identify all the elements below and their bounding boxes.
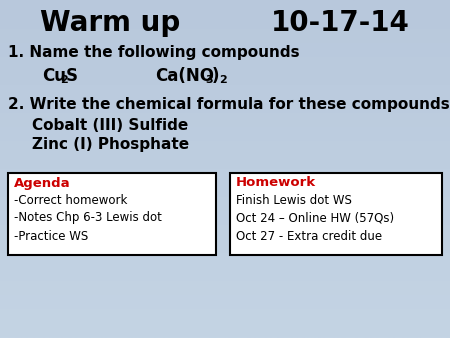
FancyBboxPatch shape <box>230 173 442 255</box>
Text: Finish Lewis dot WS: Finish Lewis dot WS <box>236 193 352 207</box>
Text: Oct 24 – Online HW (57Qs): Oct 24 – Online HW (57Qs) <box>236 212 394 224</box>
Text: -Notes Chp 6-3 Lewis dot: -Notes Chp 6-3 Lewis dot <box>14 212 162 224</box>
FancyBboxPatch shape <box>8 173 216 255</box>
Text: 1. Name the following compounds: 1. Name the following compounds <box>8 45 300 59</box>
Text: Cobalt (III) Sulfide: Cobalt (III) Sulfide <box>32 119 188 134</box>
Text: 3: 3 <box>205 75 212 85</box>
Text: Homework: Homework <box>236 176 316 190</box>
Text: Agenda: Agenda <box>14 176 71 190</box>
Text: Cu: Cu <box>42 67 66 85</box>
Text: -Practice WS: -Practice WS <box>14 230 88 242</box>
Text: Oct 27 - Extra credit due: Oct 27 - Extra credit due <box>236 230 382 242</box>
Text: 2. Write the chemical formula for these compounds: 2. Write the chemical formula for these … <box>8 97 450 112</box>
Text: 2: 2 <box>219 75 227 85</box>
Text: Zinc (I) Phosphate: Zinc (I) Phosphate <box>32 138 189 152</box>
Text: Warm up: Warm up <box>40 9 180 37</box>
Text: S: S <box>66 67 78 85</box>
Text: 2: 2 <box>60 75 68 85</box>
Text: ): ) <box>212 67 220 85</box>
Text: Ca(NO: Ca(NO <box>155 67 214 85</box>
Text: 10-17-14: 10-17-14 <box>270 9 410 37</box>
Text: -Correct homework: -Correct homework <box>14 193 127 207</box>
